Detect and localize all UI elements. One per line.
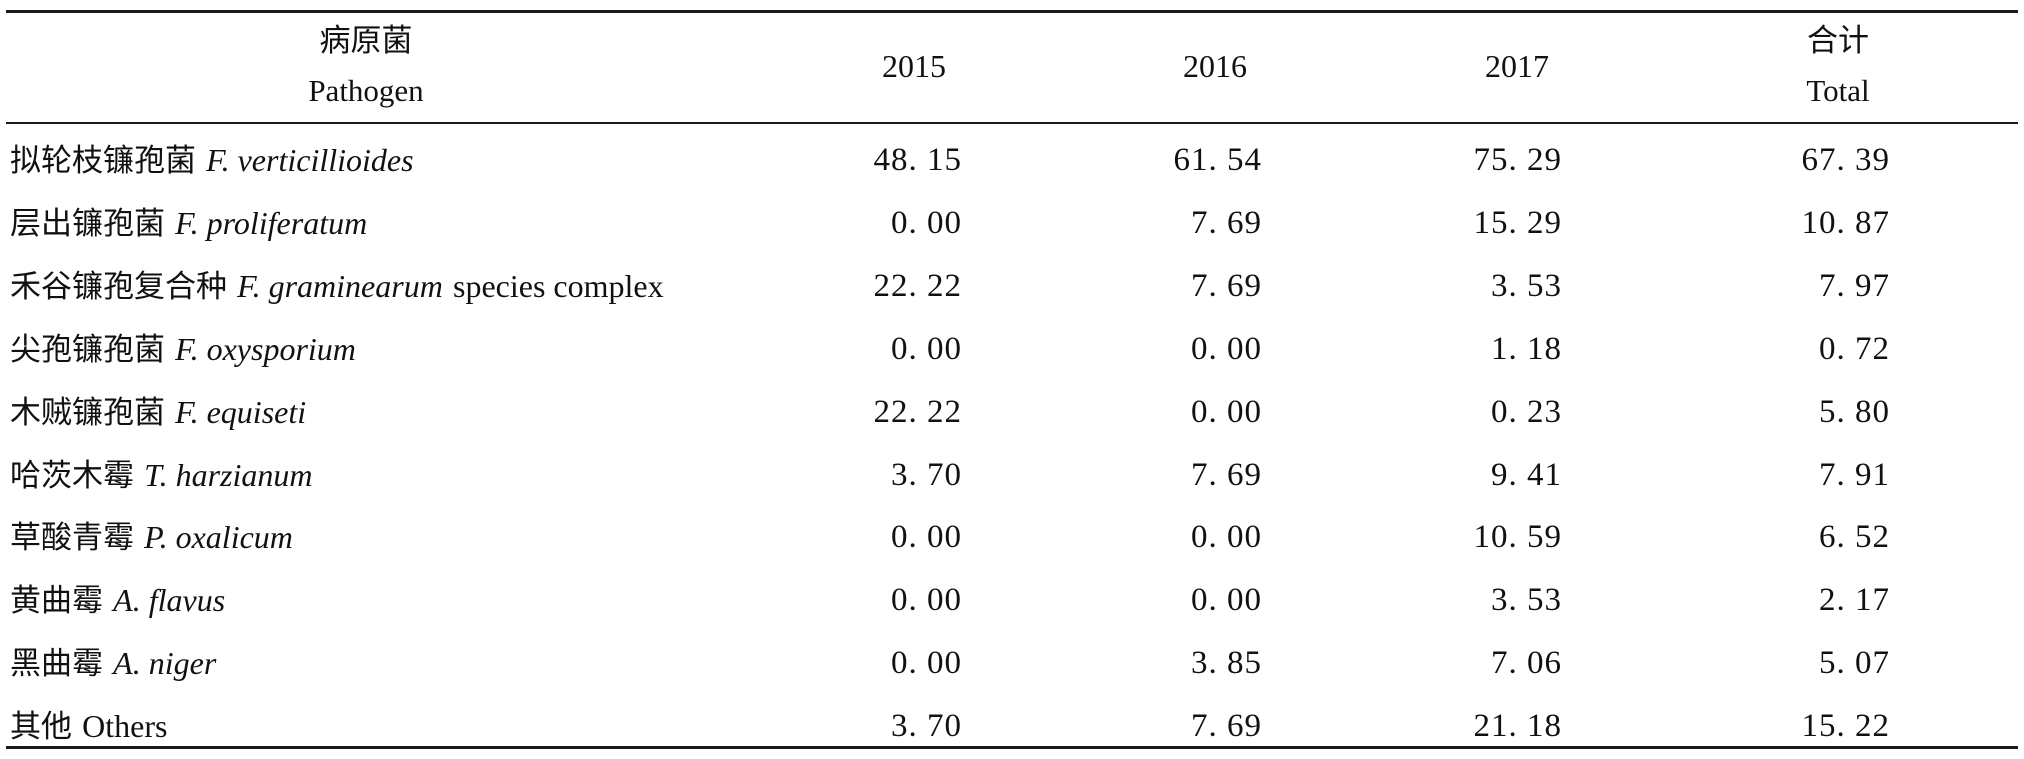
pathogen-name-scientific: T. harzianum <box>144 456 313 493</box>
pathogen-name-cell: 黑曲霉 A. niger <box>10 632 216 695</box>
pathogen-name-cn: 层出镰孢菌 <box>10 205 165 242</box>
value-2016: 7. 69 <box>1191 456 1262 493</box>
table-row: 禾谷镰孢复合种 F. graminearum species complex 2… <box>6 255 2018 318</box>
table-row: 哈茨木霉 T. harzianum 3. 70 7. 69 9. 41 7. 9… <box>6 444 2018 507</box>
pathogen-name-en: species complex <box>452 267 664 304</box>
value-2015: 22. 22 <box>873 393 962 430</box>
pathogen-name-cn: 其他 <box>10 709 72 746</box>
value-2017: 3. 53 <box>1491 582 1562 619</box>
value-2015: 0. 00 <box>891 582 962 619</box>
pathogen-name-cn: 木贼镰孢菌 <box>10 394 165 431</box>
value-2015: 0. 00 <box>891 204 962 241</box>
table-row: 黄曲霉 A. flavus 0. 00 0. 00 3. 53 2. 17 <box>6 569 2018 632</box>
pathogen-name-en: Others <box>82 708 168 745</box>
pathogen-name-cell: 草酸青霉 P. oxalicum <box>10 506 293 569</box>
value-2015: 3. 70 <box>891 708 962 745</box>
table-row: 层出镰孢菌 F. proliferatum 0. 00 7. 69 15. 29… <box>6 192 2018 255</box>
pathogen-name-cell: 拟轮枝镰孢菌 F. verticillioides <box>10 129 414 192</box>
header-pathogen-en: Pathogen <box>308 73 424 108</box>
value-total: 5. 07 <box>1819 645 1890 682</box>
value-2017: 9. 41 <box>1491 456 1562 493</box>
pathogen-name-cn: 哈茨木霉 <box>10 457 134 494</box>
pathogen-name-scientific: F. oxysporium <box>175 330 356 367</box>
value-2016: 0. 00 <box>1191 582 1262 619</box>
pathogen-name-scientific: A. flavus <box>113 582 226 619</box>
value-2017: 15. 29 <box>1473 204 1562 241</box>
header-year-2017: 2017 <box>1457 10 1577 122</box>
value-2017: 3. 53 <box>1491 267 1562 304</box>
value-total: 2. 17 <box>1819 582 1890 619</box>
value-total: 0. 72 <box>1819 330 1890 367</box>
pathogen-name-cell: 尖孢镰孢菌 F. oxysporium <box>10 318 356 381</box>
header-total: 合计 Total <box>1778 10 1898 122</box>
value-2017: 75. 29 <box>1473 142 1562 178</box>
value-2015: 0. 00 <box>891 330 962 367</box>
header-total-cn: 合计 <box>1807 23 1869 59</box>
value-2015: 22. 22 <box>873 267 962 304</box>
header-year-2015: 2015 <box>854 10 974 122</box>
pathogen-name-cn: 草酸青霉 <box>10 520 134 557</box>
pathogen-name-cell: 木贼镰孢菌 F. equiseti <box>10 381 306 444</box>
value-total: 5. 80 <box>1819 393 1890 430</box>
pathogen-name-cell: 禾谷镰孢复合种 F. graminearum species complex <box>10 255 664 318</box>
header-year-2015-label: 2015 <box>882 48 946 84</box>
pathogen-name-cell: 黄曲霉 A. flavus <box>10 569 225 632</box>
table-row: 拟轮枝镰孢菌 F. verticillioides 48. 15 61. 54 … <box>6 129 2018 192</box>
value-total: 15. 22 <box>1801 708 1890 745</box>
pathogen-name-scientific: A. niger <box>113 645 217 682</box>
table-top-rule <box>6 10 2018 13</box>
value-total: 67. 39 <box>1801 142 1890 178</box>
table-row: 尖孢镰孢菌 F. oxysporium 0. 00 0. 00 1. 18 0.… <box>6 318 2018 381</box>
value-2016: 7. 69 <box>1191 267 1262 304</box>
pathogen-name-scientific: F. equiseti <box>175 393 307 430</box>
value-2016: 0. 00 <box>1191 393 1262 430</box>
table-row: 木贼镰孢菌 F. equiseti 22. 22 0. 00 0. 23 5. … <box>6 381 2018 444</box>
header-total-en: Total <box>1806 73 1870 108</box>
pathogen-name-cn: 拟轮枝镰孢菌 <box>10 143 196 179</box>
value-2017: 10. 59 <box>1473 519 1562 556</box>
table-row: 其他 Others 3. 70 7. 69 21. 18 15. 22 <box>6 695 2018 758</box>
value-2017: 0. 23 <box>1491 393 1562 430</box>
value-2015: 0. 00 <box>891 645 962 682</box>
value-2016: 61. 54 <box>1173 142 1262 178</box>
value-2016: 7. 69 <box>1191 204 1262 241</box>
value-2017: 21. 18 <box>1473 708 1562 745</box>
header-year-2016-label: 2016 <box>1183 48 1247 84</box>
pathogen-name-scientific: P. oxalicum <box>144 519 293 556</box>
table-bottom-rule <box>6 746 2018 749</box>
header-pathogen-cn: 病原菌 <box>319 23 413 59</box>
value-2016: 0. 00 <box>1191 330 1262 367</box>
value-2016: 3. 85 <box>1191 645 1262 682</box>
table-header-rule <box>6 122 2018 124</box>
value-total: 6. 52 <box>1819 519 1890 556</box>
value-2016: 0. 00 <box>1191 519 1262 556</box>
value-2015: 48. 15 <box>873 142 962 178</box>
pathogen-name-cell: 其他 Others <box>10 695 167 758</box>
value-total: 10. 87 <box>1801 204 1890 241</box>
pathogen-name-scientific: F. proliferatum <box>175 204 368 241</box>
pathogen-name-scientific: F. graminearum <box>237 267 443 304</box>
pathogen-name-scientific: F. verticillioides <box>206 142 414 178</box>
pathogen-name-cell: 层出镰孢菌 F. proliferatum <box>10 192 367 255</box>
pathogen-name-cn: 黑曲霉 <box>10 646 103 683</box>
table-row: 草酸青霉 P. oxalicum 0. 00 0. 00 10. 59 6. 5… <box>6 506 2018 569</box>
header-year-2016: 2016 <box>1155 10 1275 122</box>
pathogen-name-cn: 禾谷镰孢复合种 <box>10 268 227 305</box>
value-2017: 1. 18 <box>1491 330 1562 367</box>
pathogen-name-cn: 黄曲霉 <box>10 583 103 620</box>
value-2016: 7. 69 <box>1191 708 1262 745</box>
table-row: 黑曲霉 A. niger 0. 00 3. 85 7. 06 5. 07 <box>6 632 2018 695</box>
header-pathogen: 病原菌 Pathogen <box>306 10 426 122</box>
pathogen-name-cell: 哈茨木霉 T. harzianum <box>10 444 313 507</box>
pathogen-name-cn: 尖孢镰孢菌 <box>10 331 165 368</box>
value-2015: 0. 00 <box>891 519 962 556</box>
value-total: 7. 97 <box>1819 267 1890 304</box>
value-2015: 3. 70 <box>891 456 962 493</box>
value-2017: 7. 06 <box>1491 645 1562 682</box>
value-total: 7. 91 <box>1819 456 1890 493</box>
header-year-2017-label: 2017 <box>1485 48 1549 84</box>
